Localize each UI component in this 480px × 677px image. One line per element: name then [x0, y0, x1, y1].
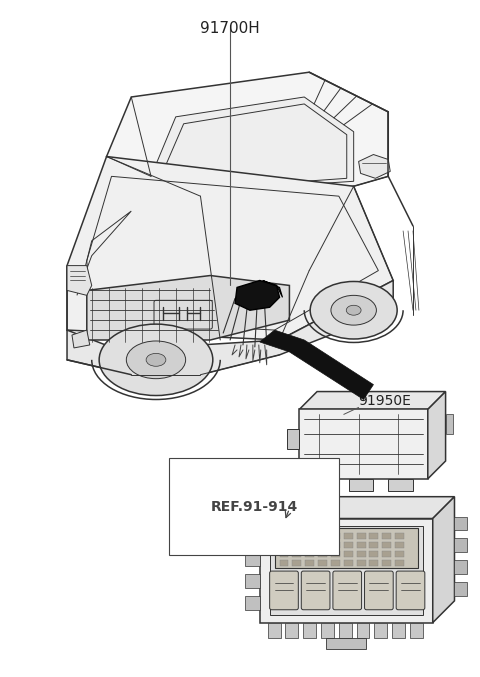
Bar: [392, 623, 405, 638]
Bar: [292, 542, 301, 548]
Bar: [318, 542, 327, 548]
Bar: [344, 560, 353, 566]
Bar: [279, 551, 288, 557]
Bar: [245, 530, 260, 544]
Text: 91950E: 91950E: [359, 395, 411, 408]
Polygon shape: [300, 391, 445, 410]
Polygon shape: [263, 280, 283, 297]
Bar: [388, 479, 413, 491]
Bar: [339, 623, 352, 638]
Polygon shape: [67, 156, 393, 340]
Bar: [318, 551, 327, 557]
Polygon shape: [87, 276, 289, 340]
Bar: [309, 479, 334, 491]
Bar: [370, 551, 378, 557]
Bar: [357, 551, 366, 557]
Bar: [331, 542, 340, 548]
Bar: [305, 542, 314, 548]
Bar: [318, 560, 327, 566]
Polygon shape: [260, 497, 455, 519]
Ellipse shape: [310, 282, 397, 339]
Bar: [321, 623, 334, 638]
Bar: [286, 623, 298, 638]
Bar: [326, 638, 366, 649]
Bar: [344, 551, 353, 557]
FancyBboxPatch shape: [364, 571, 393, 610]
Bar: [370, 533, 378, 540]
Bar: [383, 551, 391, 557]
Bar: [357, 542, 366, 548]
Bar: [305, 551, 314, 557]
Ellipse shape: [346, 305, 361, 315]
Bar: [455, 538, 468, 552]
Bar: [318, 533, 327, 540]
Bar: [331, 533, 340, 540]
Polygon shape: [270, 527, 423, 615]
Bar: [292, 551, 301, 557]
Polygon shape: [359, 154, 390, 178]
Bar: [395, 551, 404, 557]
Polygon shape: [300, 410, 428, 479]
Bar: [370, 560, 378, 566]
Bar: [455, 517, 468, 530]
Bar: [279, 533, 288, 540]
Ellipse shape: [146, 353, 166, 366]
Bar: [370, 542, 378, 548]
Bar: [305, 533, 314, 540]
Polygon shape: [433, 497, 455, 623]
Polygon shape: [67, 265, 131, 370]
Bar: [305, 560, 314, 566]
Text: REF.91-914: REF.91-914: [210, 500, 298, 514]
Bar: [395, 533, 404, 540]
Bar: [445, 414, 454, 434]
Bar: [344, 533, 353, 540]
Bar: [395, 560, 404, 566]
Bar: [292, 560, 301, 566]
Ellipse shape: [126, 341, 186, 378]
Polygon shape: [260, 519, 433, 623]
Bar: [349, 479, 373, 491]
FancyBboxPatch shape: [270, 571, 298, 610]
Polygon shape: [235, 280, 279, 310]
Bar: [303, 623, 316, 638]
Bar: [455, 582, 468, 596]
Bar: [344, 542, 353, 548]
Polygon shape: [275, 529, 418, 568]
Bar: [410, 623, 423, 638]
Bar: [383, 533, 391, 540]
Bar: [288, 429, 300, 449]
FancyBboxPatch shape: [301, 571, 330, 610]
Bar: [395, 542, 404, 548]
Ellipse shape: [331, 295, 376, 325]
FancyBboxPatch shape: [333, 571, 361, 610]
Bar: [374, 623, 387, 638]
Bar: [245, 596, 260, 610]
Bar: [455, 560, 468, 574]
Polygon shape: [67, 265, 92, 295]
Bar: [331, 560, 340, 566]
Text: 91700H: 91700H: [200, 20, 260, 36]
Polygon shape: [72, 330, 90, 348]
Bar: [268, 623, 280, 638]
Polygon shape: [67, 280, 393, 374]
Bar: [331, 551, 340, 557]
Bar: [357, 623, 370, 638]
Bar: [245, 574, 260, 588]
Polygon shape: [107, 72, 388, 196]
Polygon shape: [151, 97, 354, 191]
Bar: [292, 533, 301, 540]
Bar: [383, 542, 391, 548]
Bar: [279, 542, 288, 548]
FancyBboxPatch shape: [396, 571, 425, 610]
Bar: [245, 552, 260, 566]
Bar: [383, 560, 391, 566]
Bar: [357, 560, 366, 566]
Polygon shape: [428, 391, 445, 479]
Polygon shape: [260, 330, 373, 399]
Bar: [279, 560, 288, 566]
Ellipse shape: [99, 324, 213, 395]
Bar: [357, 533, 366, 540]
